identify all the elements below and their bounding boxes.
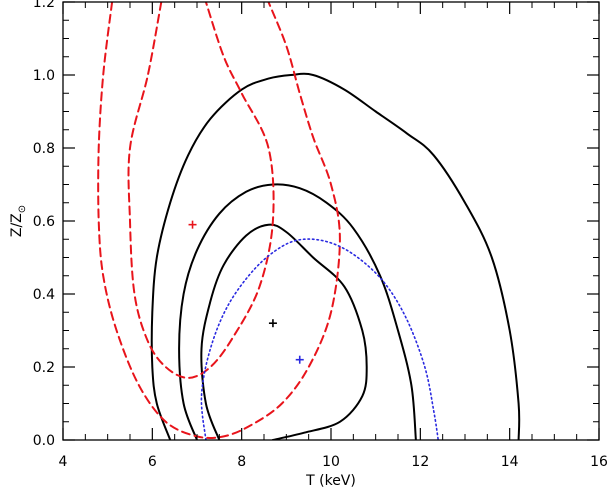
x-tick-label: 16 [590, 454, 608, 470]
series-layer [97, 2, 521, 440]
marker-layer [188, 220, 304, 364]
x-tick-label: 12 [411, 454, 429, 470]
y-tick-label: 0.4 [33, 287, 55, 303]
y-tick-label: 1.2 [33, 0, 55, 11]
x-tick-label: 8 [237, 454, 246, 470]
contour-dashed-1 [97, 2, 341, 439]
x-tick-label: 4 [59, 454, 68, 470]
axes-layer [62, 1, 600, 441]
y-tick-label: 0.2 [33, 360, 55, 376]
contour-solid-2 [178, 183, 417, 440]
x-tick-label: 14 [501, 454, 519, 470]
x-tick-label: 10 [322, 454, 340, 470]
contour-dashed-2 [127, 2, 275, 379]
y-axis-title-main: Z/Z [9, 213, 25, 237]
contour-dotted-1 [200, 238, 439, 440]
best-fit-marker-solid [268, 319, 277, 328]
y-tick-label: 0.8 [33, 141, 55, 157]
y-tick-label: 0.6 [33, 214, 55, 230]
contour-solid-3 [200, 223, 368, 440]
plot-frame [62, 1, 600, 441]
tick-label-layer: 4 6 8 10 12 14 16 0.0 0.2 0.4 0.6 0.8 1.0 1.2 [33, 0, 608, 470]
best-fit-marker-dotted [295, 355, 304, 364]
contour-solid-1 [150, 72, 521, 440]
x-axis-title: T (keV) [305, 473, 356, 489]
y-tick-label: 0.0 [33, 433, 55, 449]
y-axis-title-sub: ⊙ [17, 205, 28, 213]
y-tick-label: 1.0 [33, 68, 55, 84]
best-fit-marker-dashed [188, 220, 197, 229]
y-axis-title: Z/Z⊙ [9, 205, 28, 237]
x-tick-label: 6 [148, 454, 157, 470]
